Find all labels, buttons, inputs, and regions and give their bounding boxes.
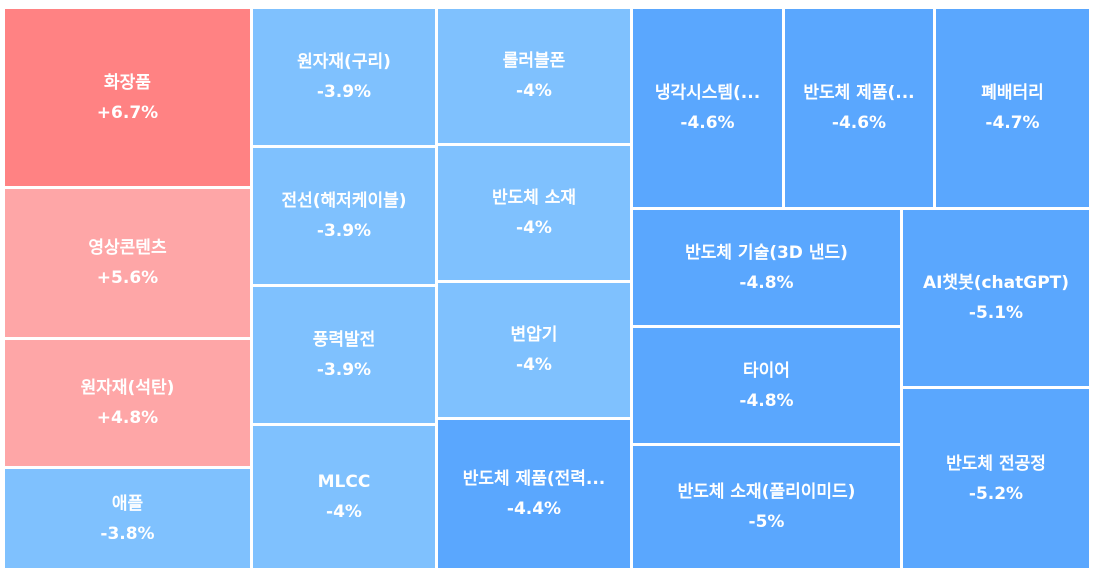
treemap-tile[interactable]: MLCC -4% bbox=[253, 426, 435, 568]
tile-change: -4% bbox=[326, 502, 362, 522]
tile-change: -4.6% bbox=[831, 113, 887, 133]
tile-name: 타이어 bbox=[743, 360, 790, 381]
treemap-tile[interactable]: 변압기 -4% bbox=[438, 283, 630, 417]
tile-name: 영상콘텐츠 bbox=[88, 238, 167, 258]
tile-name: 폐배터리 bbox=[981, 83, 1044, 103]
tile-name: 원자재(석탄) bbox=[80, 378, 175, 398]
tile-change: -4.7% bbox=[985, 113, 1040, 133]
tile-change: +6.7% bbox=[96, 102, 159, 123]
treemap-tile[interactable]: 냉각시스템(... -4.6% bbox=[633, 9, 782, 207]
treemap-tile[interactable]: 롤러블폰 -4% bbox=[438, 9, 630, 143]
tile-change: +4.8% bbox=[96, 408, 159, 428]
treemap-tile[interactable]: 반도체 제품(... -4.6% bbox=[785, 9, 933, 207]
tile-name: 화장품 bbox=[104, 72, 151, 93]
tile-change: -4% bbox=[516, 355, 552, 375]
tile-change: -5.1% bbox=[968, 303, 1024, 323]
tile-name: AI챗봇(chatGPT) bbox=[922, 273, 1070, 293]
tile-name: 반도체 제품(전력... bbox=[462, 469, 606, 489]
tile-name: 냉각시스템(... bbox=[654, 83, 761, 103]
treemap-tile[interactable]: 영상콘텐츠 +5.6% bbox=[5, 189, 250, 337]
tile-name: 원자재(구리) bbox=[297, 52, 391, 72]
tile-change: +5.6% bbox=[96, 268, 159, 288]
tile-change: -4.4% bbox=[506, 499, 562, 519]
tile-name: 풍력발전 bbox=[312, 330, 376, 350]
treemap-tile[interactable]: 전선(해저케이블) -3.9% bbox=[253, 148, 435, 284]
tile-change: -3.9% bbox=[316, 221, 372, 241]
tile-name: 반도체 소재(폴리이미드) bbox=[677, 482, 856, 502]
tile-name: 반도체 전공정 bbox=[946, 453, 1046, 474]
treemap-tile[interactable]: 타이어 -4.8% bbox=[633, 328, 900, 443]
treemap-tile[interactable]: 반도체 제품(전력... -4.4% bbox=[438, 420, 630, 568]
treemap-tile[interactable]: 애플 -3.8% bbox=[5, 469, 250, 568]
treemap-tile[interactable]: 반도체 기술(3D 낸드) -4.8% bbox=[633, 210, 900, 325]
treemap-tile[interactable]: 원자재(석탄) +4.8% bbox=[5, 340, 250, 466]
tile-name: 반도체 기술(3D 낸드) bbox=[685, 242, 848, 263]
treemap-tile[interactable]: 폐배터리 -4.7% bbox=[936, 9, 1089, 207]
tile-change: -3.9% bbox=[316, 82, 372, 102]
tile-change: -5.2% bbox=[968, 483, 1024, 504]
treemap-tile[interactable]: 화장품 +6.7% bbox=[5, 9, 250, 186]
tile-name: 반도체 제품(... bbox=[803, 83, 915, 103]
treemap-tile[interactable]: 반도체 소재(폴리이미드) -5% bbox=[633, 446, 900, 568]
tile-name: MLCC bbox=[317, 472, 371, 492]
tile-change: -4.6% bbox=[680, 113, 735, 133]
tile-change: -4.8% bbox=[739, 272, 794, 293]
treemap-tile[interactable]: AI챗봇(chatGPT) -5.1% bbox=[903, 210, 1089, 386]
treemap-tile[interactable]: 원자재(구리) -3.9% bbox=[253, 9, 435, 145]
tile-change: -4% bbox=[516, 81, 552, 101]
tile-change: -3.8% bbox=[100, 523, 155, 544]
tile-change: -3.9% bbox=[316, 360, 372, 380]
tile-change: -4.8% bbox=[739, 390, 794, 411]
tile-name: 반도체 소재 bbox=[491, 188, 577, 208]
tile-name: 롤러블폰 bbox=[502, 51, 566, 71]
tile-change: -5% bbox=[748, 512, 785, 532]
tile-name: 애플 bbox=[111, 493, 144, 514]
tile-name: 전선(해저케이블) bbox=[281, 191, 407, 211]
tile-name: 변압기 bbox=[510, 325, 558, 345]
treemap-tile[interactable]: 풍력발전 -3.9% bbox=[253, 287, 435, 423]
tile-change: -4% bbox=[516, 218, 552, 238]
treemap-tile[interactable]: 반도체 소재 -4% bbox=[438, 146, 630, 280]
treemap-tile[interactable]: 반도체 전공정 -5.2% bbox=[903, 389, 1089, 568]
